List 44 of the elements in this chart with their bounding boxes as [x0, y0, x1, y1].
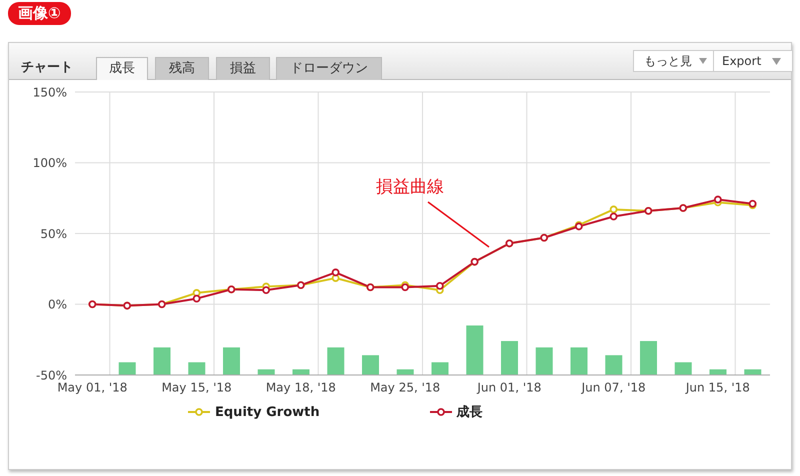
legend-label: Equity Growth	[215, 404, 320, 420]
text: ドローダウン	[276, 57, 382, 80]
bar	[327, 347, 344, 375]
point	[332, 268, 340, 276]
bar	[570, 347, 588, 375]
text: もっと見	[633, 50, 719, 72]
legend-label: 成長	[456, 404, 483, 421]
point	[436, 282, 444, 290]
bar	[154, 347, 170, 375]
x-tick-label: May 18, '18	[266, 380, 336, 395]
bar	[118, 362, 136, 375]
x-tick-label: Jun 01, '18	[476, 380, 542, 395]
bar	[362, 355, 379, 375]
point	[610, 212, 618, 220]
text: 成長	[96, 57, 148, 80]
x-tick-label: Jun 07, '18	[580, 380, 646, 395]
y-tick-label: 50%	[40, 226, 67, 241]
y-tick-label: -50%	[36, 368, 67, 382]
bar	[674, 362, 692, 375]
x-tick-label: May 01, '18	[57, 380, 128, 395]
bar	[501, 341, 518, 375]
text: 画像①	[8, 2, 71, 25]
x-tick-label: Jun 15, '18	[684, 380, 750, 395]
y-tick-label: 150%	[32, 85, 67, 100]
annotation: 損益曲線	[376, 176, 444, 198]
bar	[223, 347, 240, 375]
point	[714, 196, 722, 204]
x-tick-label: May 25, '18	[370, 380, 440, 395]
bar	[188, 362, 206, 375]
point	[610, 206, 618, 214]
y-tick-label: 0%	[48, 298, 67, 312]
point	[262, 286, 270, 294]
chart-title: チャート	[21, 59, 73, 77]
x-tick-label: May 15, '18	[162, 380, 232, 395]
y-tick-label: 100%	[32, 156, 67, 170]
bar	[640, 341, 657, 375]
text: 残高	[155, 57, 209, 80]
text: Export	[713, 50, 793, 72]
bar	[605, 355, 622, 375]
point	[192, 294, 201, 302]
bar	[466, 325, 484, 375]
bar	[432, 362, 448, 375]
text: 損益	[216, 57, 270, 80]
bar	[536, 347, 553, 375]
